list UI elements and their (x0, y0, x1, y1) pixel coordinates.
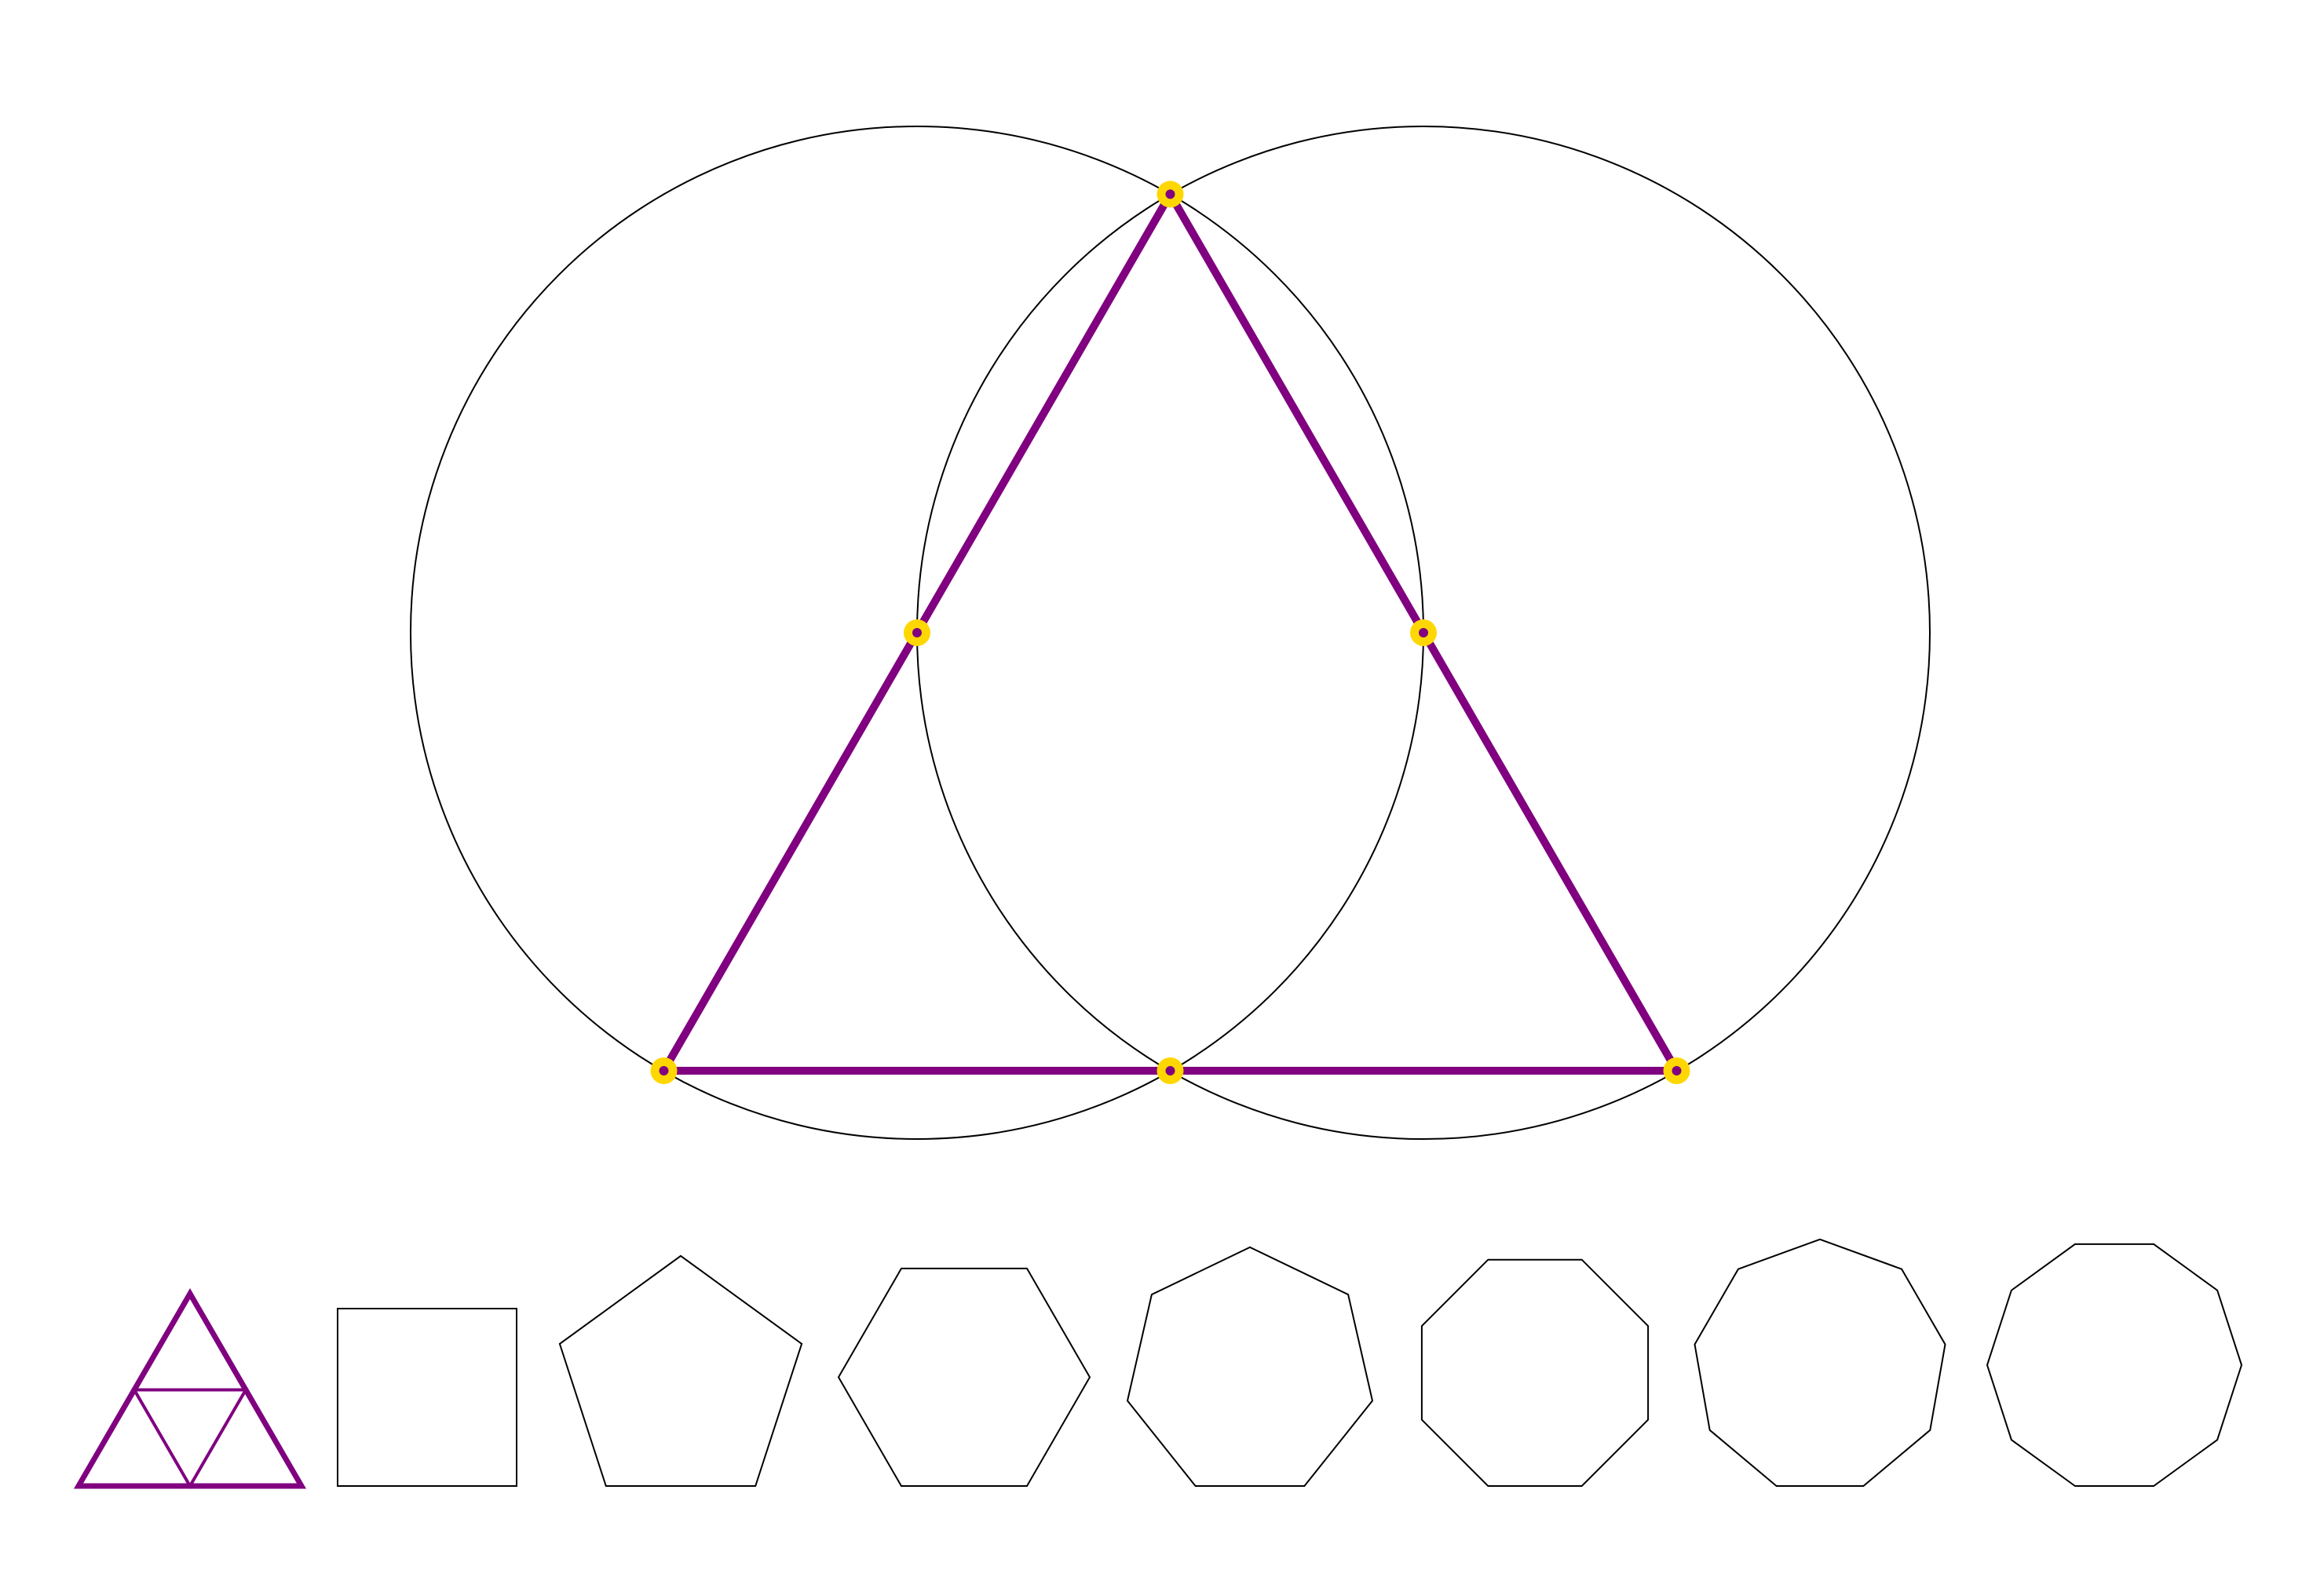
square-icon (337, 1308, 517, 1487)
polygon-tool-triangle[interactable] (73, 1288, 307, 1489)
heptagon-icon (1126, 1246, 1374, 1487)
nonagon-icon (1694, 1238, 1946, 1487)
right-mid-point[interactable] (1410, 619, 1437, 646)
bottom-right-point[interactable] (1663, 1057, 1690, 1084)
decagon-icon (1986, 1243, 2243, 1487)
construction-layer (410, 126, 1931, 1140)
equilateral-triangle (656, 186, 1684, 1075)
polygon-tool-square[interactable] (337, 1308, 517, 1487)
polygon-tool-hexagon[interactable] (837, 1267, 1091, 1487)
left-mid-point[interactable] (904, 619, 930, 646)
apex-point[interactable] (1157, 181, 1184, 208)
polygon-tool-pentagon[interactable] (558, 1254, 803, 1487)
triangle-subdivision (131, 1388, 249, 1489)
pentagon-icon (558, 1254, 803, 1487)
polygon-tool-octagon[interactable] (1420, 1258, 1650, 1487)
polygon-tool-nonagon[interactable] (1694, 1238, 1946, 1487)
octagon-icon (1420, 1258, 1650, 1487)
polygon-tool-decagon[interactable] (1986, 1243, 2243, 1487)
polygon-palette[interactable] (73, 1238, 2243, 1489)
bottom-center-point[interactable] (1157, 1057, 1184, 1084)
hexagon-icon (837, 1267, 1091, 1487)
polygon-tool-heptagon[interactable] (1126, 1246, 1374, 1487)
bottom-left-point[interactable] (650, 1057, 678, 1084)
